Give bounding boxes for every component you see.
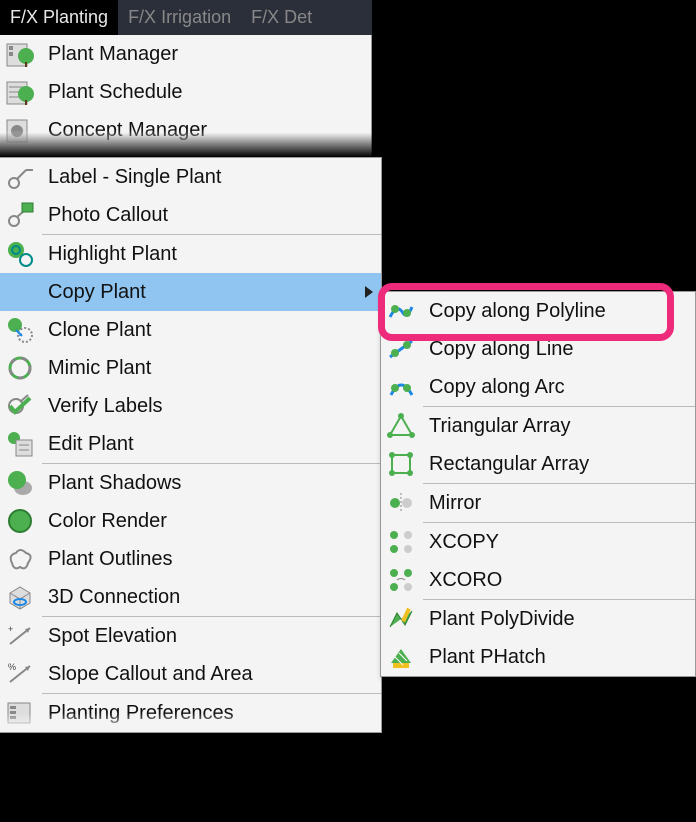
dropdown-main: Label - Single Plant Photo Callout Highl… xyxy=(0,157,382,733)
annotation-highlight-box xyxy=(378,283,674,341)
menu-label: Plant Shadows xyxy=(48,472,373,495)
mimic-plant-icon xyxy=(4,352,36,384)
edit-plant-icon xyxy=(4,428,36,460)
submenu-label: Rectangular Array xyxy=(429,453,687,476)
menu-label: Edit Plant xyxy=(48,433,373,456)
copy-plant-icon xyxy=(4,276,36,308)
slope-callout-icon: % xyxy=(4,658,36,690)
menu-label: Plant Manager xyxy=(48,43,363,66)
rect-array-icon xyxy=(385,448,417,480)
phatch-icon xyxy=(385,641,417,673)
menu-label: 3D Connection xyxy=(48,586,373,609)
menu-label: Clone Plant xyxy=(48,319,373,342)
menu-item-3d-connection[interactable]: 3D Connection xyxy=(0,578,381,616)
submenu-item-copy-arc[interactable]: Copy along Arc xyxy=(381,368,695,406)
menubar-label: F/X Planting xyxy=(10,7,108,28)
menu-item-verify-labels[interactable]: Verify Labels xyxy=(0,387,381,425)
menu-item-color-render[interactable]: Color Render xyxy=(0,502,381,540)
photo-callout-icon xyxy=(4,199,36,231)
menu-item-edit-plant[interactable]: Edit Plant xyxy=(0,425,381,463)
submenu-arrow-icon xyxy=(365,286,373,298)
menu-label: Plant Outlines xyxy=(48,548,373,571)
submenu-item-phatch[interactable]: Plant PHatch xyxy=(381,638,695,676)
menubar-item-planting[interactable]: F/X Planting xyxy=(0,0,118,35)
menu-label: Slope Callout and Area xyxy=(48,663,373,686)
menu-item-plant-manager[interactable]: Plant Manager xyxy=(0,35,371,73)
menu-label: Highlight Plant xyxy=(48,243,373,266)
clone-plant-icon xyxy=(4,314,36,346)
menu-label: Mimic Plant xyxy=(48,357,373,380)
submenu-item-triangular-array[interactable]: Triangular Array xyxy=(381,407,695,445)
menu-item-clone-plant[interactable]: Clone Plant xyxy=(0,311,381,349)
menu-item-planting-preferences[interactable]: Planting Preferences xyxy=(0,694,381,732)
verify-labels-icon xyxy=(4,390,36,422)
menu-item-spot-elevation[interactable]: + Spot Elevation xyxy=(0,617,381,655)
menu-item-plant-shadows[interactable]: Plant Shadows xyxy=(0,464,381,502)
menu-item-slope-callout[interactable]: % Slope Callout and Area xyxy=(0,655,381,693)
submenu-label: Mirror xyxy=(429,492,687,515)
copy-arc-icon xyxy=(385,371,417,403)
planting-prefs-icon xyxy=(4,697,36,729)
polydivide-icon xyxy=(385,603,417,635)
menubar: F/X Planting F/X Irrigation F/X Det xyxy=(0,0,372,35)
submenu-label: Plant PHatch xyxy=(429,646,687,669)
menu-item-label-single-plant[interactable]: Label - Single Plant xyxy=(0,158,381,196)
label-plant-icon xyxy=(4,161,36,193)
menu-label: Label - Single Plant xyxy=(48,166,373,189)
submenu-item-xcoro[interactable]: XCORO xyxy=(381,561,695,599)
menu-label: Verify Labels xyxy=(48,395,373,418)
menu-label: Plant Schedule xyxy=(48,81,363,104)
spot-elevation-icon: + xyxy=(4,620,36,652)
plant-manager-icon xyxy=(4,38,36,70)
3d-connection-icon xyxy=(4,581,36,613)
menubar-item-det[interactable]: F/X Det xyxy=(241,0,322,35)
submenu-label: XCORO xyxy=(429,569,687,592)
menu-item-copy-plant[interactable]: Copy Plant xyxy=(0,273,381,311)
xcoro-icon xyxy=(385,564,417,596)
menu-label: Planting Preferences xyxy=(48,702,373,725)
submenu-item-polydivide[interactable]: Plant PolyDivide xyxy=(381,600,695,638)
submenu-item-mirror[interactable]: Mirror xyxy=(381,484,695,522)
menu-item-highlight-plant[interactable]: Highlight Plant xyxy=(0,235,381,273)
menu-item-plant-outlines[interactable]: Plant Outlines xyxy=(0,540,381,578)
svg-text:%: % xyxy=(8,662,16,672)
menu-label: Spot Elevation xyxy=(48,625,373,648)
xcopy-icon xyxy=(385,526,417,558)
submenu-item-rectangular-array[interactable]: Rectangular Array xyxy=(381,445,695,483)
plant-schedule-icon xyxy=(4,76,36,108)
submenu-label: XCOPY xyxy=(429,531,687,554)
menubar-item-irrigation[interactable]: F/X Irrigation xyxy=(118,0,241,35)
submenu-label: Triangular Array xyxy=(429,415,687,438)
mirror-icon xyxy=(385,487,417,519)
menu-label: Copy Plant xyxy=(48,281,365,304)
menubar-label: F/X Irrigation xyxy=(128,7,231,28)
submenu-label: Copy along Arc xyxy=(429,376,687,399)
menu-label: Photo Callout xyxy=(48,204,373,227)
submenu-copy-plant: Copy along Polyline Copy along Line Copy… xyxy=(380,291,696,677)
submenu-label: Plant PolyDivide xyxy=(429,608,687,631)
highlight-plant-icon xyxy=(4,238,36,270)
menu-item-plant-schedule[interactable]: Plant Schedule xyxy=(0,73,371,111)
dropdown-top-partial: Plant Manager Plant Schedule Concept Man… xyxy=(0,35,372,157)
plant-outlines-icon xyxy=(4,543,36,575)
svg-text:+: + xyxy=(8,624,13,634)
menubar-label: F/X Det xyxy=(251,7,312,28)
color-render-icon xyxy=(4,505,36,537)
menu-item-mimic-plant[interactable]: Mimic Plant xyxy=(0,349,381,387)
menu-label: Color Render xyxy=(48,510,373,533)
menu-item-photo-callout[interactable]: Photo Callout xyxy=(0,196,381,234)
concept-manager-icon xyxy=(4,114,36,146)
menu-item-concept-manager[interactable]: Concept Manager xyxy=(0,111,371,149)
submenu-item-xcopy[interactable]: XCOPY xyxy=(381,523,695,561)
plant-shadows-icon xyxy=(4,467,36,499)
menu-label: Concept Manager xyxy=(48,119,363,142)
tri-array-icon xyxy=(385,410,417,442)
